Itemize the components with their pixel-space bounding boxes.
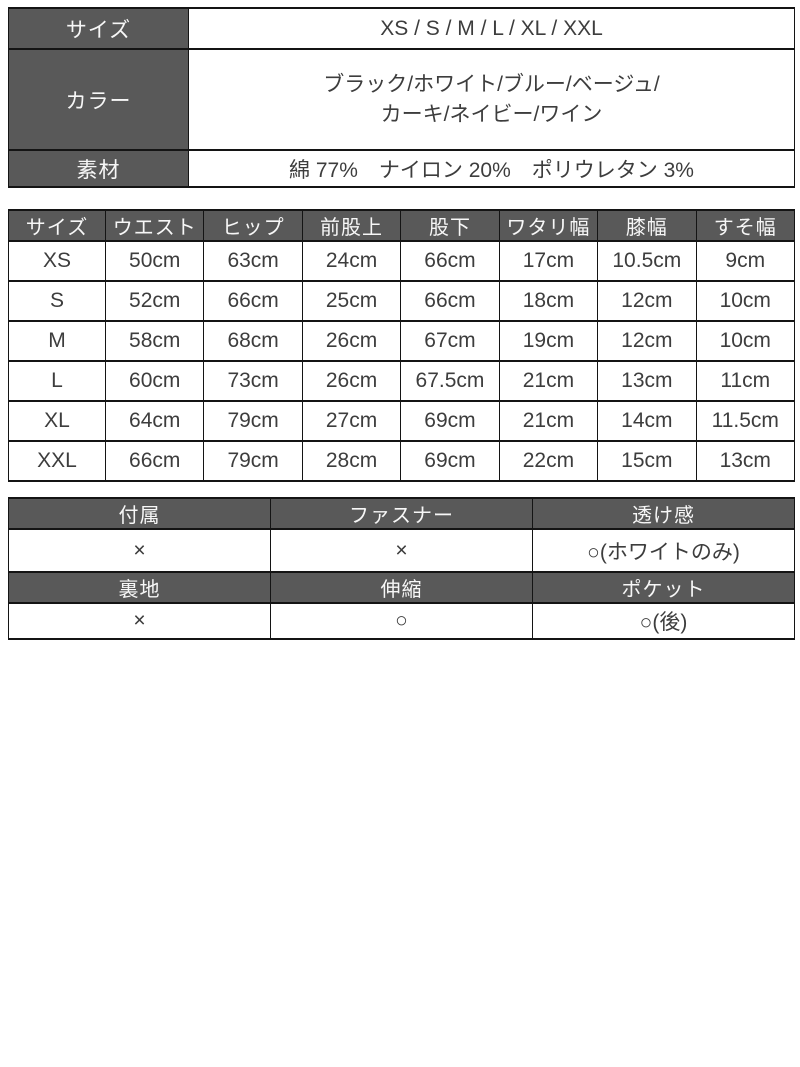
size-cell: 26cm — [301, 320, 402, 362]
col-header-size: サイズ — [8, 209, 106, 242]
col-header-thigh-width: ワタリ幅 — [498, 209, 599, 242]
size-cell: 9cm — [695, 240, 796, 282]
size-cell: 10cm — [695, 280, 796, 322]
size-cell: 21cm — [498, 400, 599, 442]
detail-value-pocket: ○(後) — [532, 602, 795, 640]
product-spec-table: サイズ XS / S / M / L / XL / XXL カラー ブラック/ホ… — [8, 7, 795, 188]
size-cell: 73cm — [203, 360, 303, 402]
size-cell: 64cm — [104, 400, 205, 442]
size-cell: 66cm — [400, 280, 500, 322]
size-cell: 67cm — [400, 320, 500, 362]
size-cell: 18cm — [498, 280, 599, 322]
spec-value-color: ブラック/ホワイト/ブルー/ベージュ/ カーキ/ネイビー/ワイン — [188, 48, 795, 151]
col-header-front-rise: 前股上 — [301, 209, 402, 242]
col-header-hem-width: すそ幅 — [695, 209, 796, 242]
size-cell: 11.5cm — [695, 400, 796, 442]
size-cell: 69cm — [400, 400, 500, 442]
spec-label-size: サイズ — [8, 7, 189, 50]
size-cell: 69cm — [400, 440, 500, 482]
detail-value-stretch: ○ — [270, 602, 533, 640]
size-cell: 52cm — [104, 280, 205, 322]
size-cell: 19cm — [498, 320, 599, 362]
detail-header-row-2: 裏地 伸縮 ポケット — [8, 571, 795, 604]
size-cell: 79cm — [203, 400, 303, 442]
size-cell: 58cm — [104, 320, 205, 362]
size-cell: 10.5cm — [597, 240, 697, 282]
detail-value-row-2: × ○ ○(後) — [8, 602, 795, 640]
detail-header-zipper: ファスナー — [270, 497, 533, 530]
size-row-l: L 60cm 73cm 26cm 67.5cm 21cm 13cm 11cm — [8, 360, 796, 402]
size-cell: 24cm — [301, 240, 402, 282]
size-cell: 66cm — [203, 280, 303, 322]
size-row-xs: XS 50cm 63cm 24cm 66cm 17cm 10.5cm 9cm — [8, 240, 796, 282]
size-cell: 12cm — [597, 280, 697, 322]
size-cell: 27cm — [301, 400, 402, 442]
size-cell: 79cm — [203, 440, 303, 482]
spec-value-size: XS / S / M / L / XL / XXL — [188, 7, 795, 50]
size-row-s: S 52cm 66cm 25cm 66cm 18cm 12cm 10cm — [8, 280, 796, 322]
spec-value-fabric: 綿 77% ナイロン 20% ポリウレタン 3% — [188, 149, 795, 188]
spec-row-color: カラー ブラック/ホワイト/ブルー/ベージュ/ カーキ/ネイビー/ワイン — [8, 48, 795, 151]
size-cell: 68cm — [203, 320, 303, 362]
col-header-inseam: 股下 — [400, 209, 500, 242]
size-cell: 12cm — [597, 320, 697, 362]
size-cell: 66cm — [104, 440, 205, 482]
size-cell: 15cm — [597, 440, 697, 482]
size-cell: M — [8, 320, 106, 362]
detail-header-stretch: 伸縮 — [270, 571, 533, 604]
size-cell: 25cm — [301, 280, 402, 322]
size-row-xxl: XXL 66cm 79cm 28cm 69cm 22cm 15cm 13cm — [8, 440, 796, 482]
size-cell: 10cm — [695, 320, 796, 362]
size-cell: L — [8, 360, 106, 402]
size-cell: 22cm — [498, 440, 599, 482]
detail-header-accessories: 付属 — [8, 497, 271, 530]
size-cell: 13cm — [695, 440, 796, 482]
size-cell: 66cm — [400, 240, 500, 282]
size-cell: 63cm — [203, 240, 303, 282]
detail-header-row-1: 付属 ファスナー 透け感 — [8, 497, 795, 530]
detail-header-pocket: ポケット — [532, 571, 795, 604]
size-chart-header-row: サイズ ウエスト ヒップ 前股上 股下 ワタリ幅 膝幅 すそ幅 — [8, 209, 796, 242]
col-header-hip: ヒップ — [203, 209, 303, 242]
spec-label-fabric: 素材 — [8, 149, 189, 188]
size-cell: 50cm — [104, 240, 205, 282]
detail-value-lining: × — [8, 602, 271, 640]
detail-value-row-1: × × ○(ホワイトのみ) — [8, 528, 795, 573]
col-header-knee-width: 膝幅 — [597, 209, 697, 242]
spec-label-color: カラー — [8, 48, 189, 151]
size-cell: 13cm — [597, 360, 697, 402]
size-cell: XS — [8, 240, 106, 282]
size-cell: XXL — [8, 440, 106, 482]
size-row-m: M 58cm 68cm 26cm 67cm 19cm 12cm 10cm — [8, 320, 796, 362]
detail-value-zipper: × — [270, 528, 533, 573]
product-spec-sheet: サイズ XS / S / M / L / XL / XXL カラー ブラック/ホ… — [8, 7, 796, 640]
feature-detail-table: 付属 ファスナー 透け感 × × ○(ホワイトのみ) 裏地 伸縮 ポケット × … — [8, 497, 795, 640]
col-header-waist: ウエスト — [104, 209, 205, 242]
size-cell: 17cm — [498, 240, 599, 282]
size-cell: XL — [8, 400, 106, 442]
size-cell: 60cm — [104, 360, 205, 402]
size-cell: 67.5cm — [400, 360, 500, 402]
spec-row-size: サイズ XS / S / M / L / XL / XXL — [8, 7, 795, 50]
detail-header-sheerness: 透け感 — [532, 497, 795, 530]
size-chart-table: サイズ ウエスト ヒップ 前股上 股下 ワタリ幅 膝幅 すそ幅 XS 50cm … — [8, 209, 796, 482]
size-cell: 11cm — [695, 360, 796, 402]
size-cell: 26cm — [301, 360, 402, 402]
size-cell: S — [8, 280, 106, 322]
detail-value-accessories: × — [8, 528, 271, 573]
detail-header-lining: 裏地 — [8, 571, 271, 604]
detail-value-sheerness: ○(ホワイトのみ) — [532, 528, 795, 573]
size-row-xl: XL 64cm 79cm 27cm 69cm 21cm 14cm 11.5cm — [8, 400, 796, 442]
spec-row-fabric: 素材 綿 77% ナイロン 20% ポリウレタン 3% — [8, 149, 795, 188]
size-cell: 14cm — [597, 400, 697, 442]
size-cell: 21cm — [498, 360, 599, 402]
size-cell: 28cm — [301, 440, 402, 482]
